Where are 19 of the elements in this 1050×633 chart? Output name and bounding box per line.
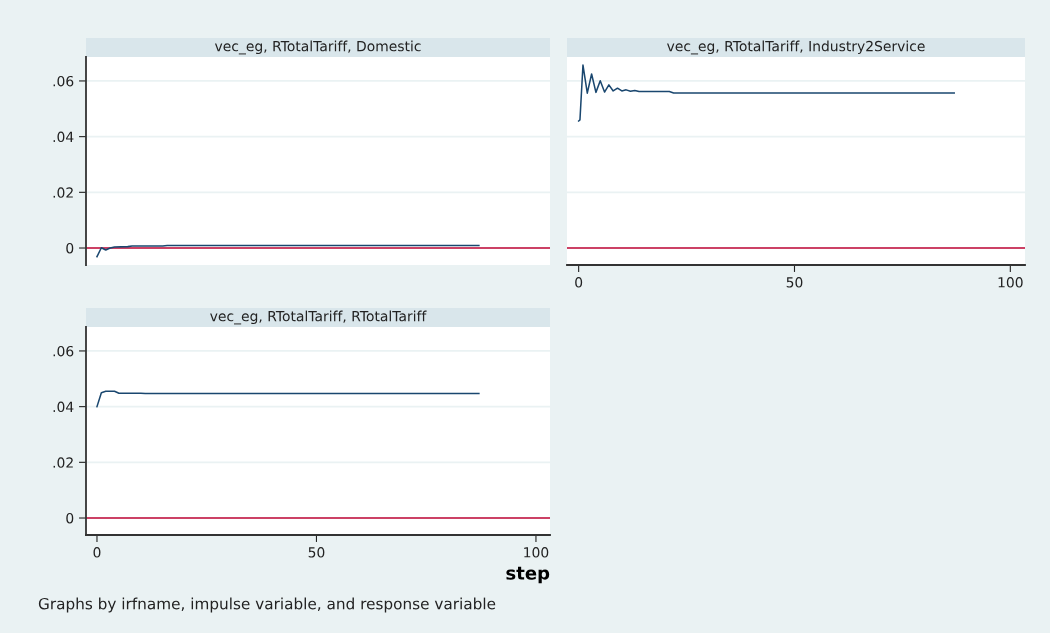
x-tick-label: 50 [786,277,803,288]
y-tick-label: .02 [53,187,73,198]
y-tick-label: 0 [66,242,74,254]
x-tick-label: 50 [308,547,325,558]
text: Graphs by irfname, impulse variable, and response variable [38,597,496,613]
x-tick-label: 100 [524,547,549,558]
chart-title: vec_eg, RTotalTariff, Industry2Service [667,40,925,55]
x-tick-label: 0 [575,277,583,288]
x-tick-label: 100 [998,277,1023,288]
chart-title: vec_eg, RTotalTariff, Domestic [214,40,421,55]
x-tick-label: 0 [93,547,101,558]
y-tick-label: .04 [53,401,74,413]
y-tick-label: .02 [53,457,73,468]
y-tick-label: 0 [66,512,74,524]
y-tick-label: .06 [53,75,74,87]
y-tick-label: .04 [53,131,74,143]
y-tick-label: .06 [53,345,74,357]
chart-title: vec_eg, RTotalTariff, RTotalTariff [210,310,427,325]
x-axis-title: step [506,566,550,584]
